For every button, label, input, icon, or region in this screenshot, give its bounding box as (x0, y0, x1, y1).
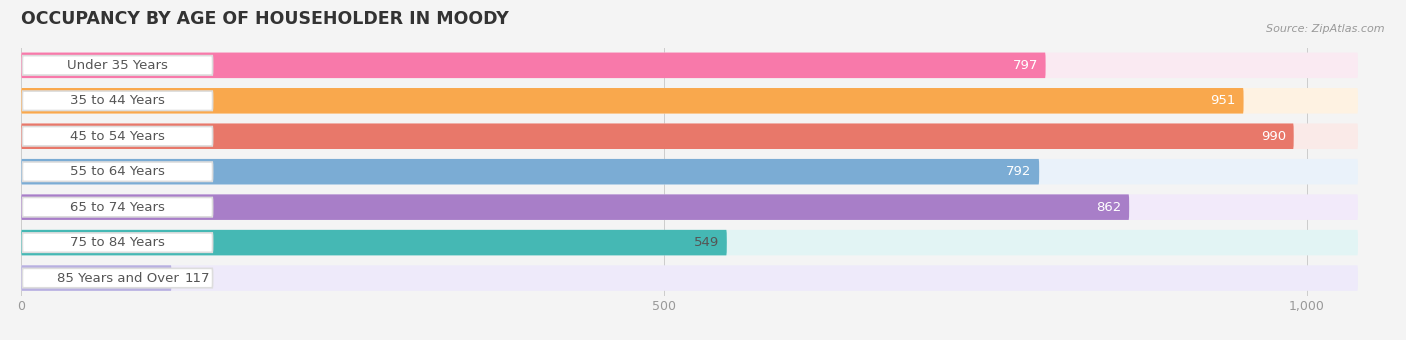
FancyBboxPatch shape (21, 123, 1294, 149)
Text: Under 35 Years: Under 35 Years (67, 59, 167, 72)
Text: 549: 549 (693, 236, 718, 249)
FancyBboxPatch shape (21, 159, 1039, 185)
Text: 792: 792 (1007, 165, 1032, 178)
FancyBboxPatch shape (21, 230, 1358, 255)
Text: 55 to 64 Years: 55 to 64 Years (70, 165, 165, 178)
FancyBboxPatch shape (21, 159, 1358, 185)
FancyBboxPatch shape (22, 91, 212, 110)
Text: Source: ZipAtlas.com: Source: ZipAtlas.com (1267, 24, 1385, 34)
FancyBboxPatch shape (21, 265, 1358, 291)
Text: 990: 990 (1261, 130, 1286, 143)
Text: 45 to 54 Years: 45 to 54 Years (70, 130, 165, 143)
FancyBboxPatch shape (22, 162, 212, 182)
FancyBboxPatch shape (22, 233, 212, 252)
FancyBboxPatch shape (21, 123, 1358, 149)
Text: 35 to 44 Years: 35 to 44 Years (70, 94, 165, 107)
Text: 862: 862 (1097, 201, 1122, 214)
Text: 117: 117 (184, 272, 209, 285)
FancyBboxPatch shape (22, 126, 212, 146)
FancyBboxPatch shape (21, 53, 1046, 78)
Text: OCCUPANCY BY AGE OF HOUSEHOLDER IN MOODY: OCCUPANCY BY AGE OF HOUSEHOLDER IN MOODY (21, 10, 509, 28)
FancyBboxPatch shape (21, 265, 172, 291)
Text: 75 to 84 Years: 75 to 84 Years (70, 236, 165, 249)
FancyBboxPatch shape (21, 194, 1358, 220)
FancyBboxPatch shape (22, 268, 212, 288)
FancyBboxPatch shape (21, 88, 1358, 114)
FancyBboxPatch shape (22, 198, 212, 217)
FancyBboxPatch shape (21, 88, 1243, 114)
FancyBboxPatch shape (22, 56, 212, 75)
Text: 85 Years and Over: 85 Years and Over (56, 272, 179, 285)
Text: 797: 797 (1012, 59, 1038, 72)
FancyBboxPatch shape (21, 194, 1129, 220)
Text: 951: 951 (1211, 94, 1236, 107)
Text: 65 to 74 Years: 65 to 74 Years (70, 201, 165, 214)
FancyBboxPatch shape (21, 53, 1358, 78)
FancyBboxPatch shape (21, 230, 727, 255)
